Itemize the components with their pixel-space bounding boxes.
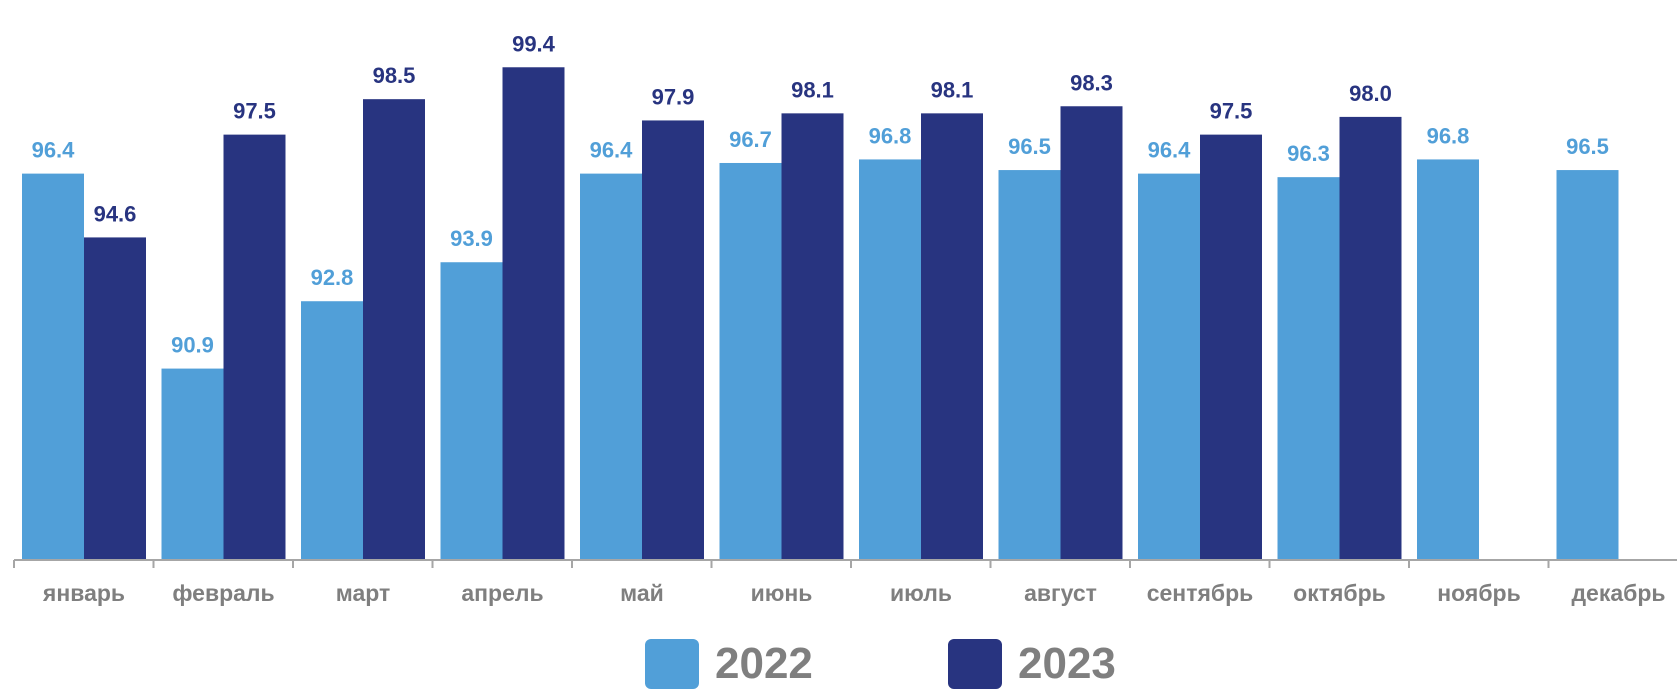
x-tick-label-октябрь: октябрь bbox=[1293, 580, 1386, 606]
data-label-2023-апрель: 99.4 bbox=[512, 31, 556, 56]
x-tick-label-май: май bbox=[620, 580, 664, 606]
x-tick-label-апрель: апрель bbox=[461, 580, 543, 606]
bar-2023-март bbox=[363, 99, 425, 560]
bar-2022-сентябрь bbox=[1138, 173, 1200, 560]
bar-2023-октябрь bbox=[1339, 116, 1402, 561]
bar-2022-апрель bbox=[440, 262, 503, 560]
data-label-2023-октябрь: 98.0 bbox=[1349, 81, 1392, 106]
bar-2022-май bbox=[580, 173, 642, 560]
data-label-2022-август: 96.5 bbox=[1008, 134, 1051, 159]
data-label-2022-май: 96.4 bbox=[590, 138, 634, 163]
x-tick-label-июнь: июнь bbox=[751, 580, 813, 606]
data-label-2022-июль: 96.8 bbox=[869, 123, 912, 148]
data-label-2023-сентябрь: 97.5 bbox=[1210, 99, 1253, 124]
x-tick-label-август: август bbox=[1024, 580, 1097, 606]
x-tick-label-ноябрь: ноябрь bbox=[1437, 580, 1520, 606]
bar-2023-апрель bbox=[502, 67, 565, 560]
legend-swatch-2023 bbox=[948, 639, 1002, 689]
bar-2022-октябрь bbox=[1277, 177, 1340, 560]
legend-item-2022: 2022 bbox=[645, 638, 813, 690]
bar-2023-май bbox=[642, 120, 704, 560]
legend-label-2022: 2022 bbox=[715, 639, 813, 688]
legend-item-2023: 2023 bbox=[948, 638, 1116, 690]
data-label-2022-сентябрь: 96.4 bbox=[1148, 138, 1192, 163]
bar-2022-декабрь bbox=[1556, 170, 1619, 560]
x-tick-label-январь: январь bbox=[42, 580, 125, 606]
bar-2023-сентябрь bbox=[1200, 134, 1262, 560]
bar-2022-июнь bbox=[719, 162, 782, 560]
data-label-2022-февраль: 90.9 bbox=[171, 333, 214, 358]
bar-2022-март bbox=[301, 301, 363, 560]
data-label-2022-октябрь: 96.3 bbox=[1287, 141, 1330, 166]
data-label-2023-август: 98.3 bbox=[1070, 70, 1113, 95]
x-tick-label-февраль: февраль bbox=[172, 580, 274, 606]
data-label-2022-январь: 96.4 bbox=[32, 138, 76, 163]
data-label-2022-ноябрь: 96.8 bbox=[1427, 123, 1470, 148]
data-label-2022-апрель: 93.9 bbox=[450, 226, 493, 251]
bar-2023-январь bbox=[84, 237, 146, 560]
bar-2023-июнь bbox=[781, 113, 844, 561]
bar-2022-январь bbox=[22, 173, 84, 560]
data-label-2023-июнь: 98.1 bbox=[791, 77, 834, 102]
bar-2023-февраль bbox=[223, 134, 286, 560]
data-label-2023-июль: 98.1 bbox=[931, 77, 974, 102]
bar-2023-август bbox=[1060, 106, 1123, 560]
data-label-2022-июнь: 96.7 bbox=[729, 127, 772, 152]
legend-swatch-2022 bbox=[645, 639, 699, 689]
data-label-2023-январь: 94.6 bbox=[94, 201, 137, 226]
bar-2022-август bbox=[998, 170, 1061, 560]
data-label-2022-декабрь: 96.5 bbox=[1566, 134, 1609, 159]
x-tick-label-декабрь: декабрь bbox=[1571, 580, 1665, 606]
bar-2022-июль bbox=[859, 159, 921, 560]
x-tick-label-июль: июль bbox=[890, 580, 952, 606]
bar-2022-ноябрь bbox=[1417, 159, 1479, 560]
x-tick-label-сентябрь: сентябрь bbox=[1147, 580, 1254, 606]
bar-2022-февраль bbox=[161, 368, 224, 560]
data-label-2023-май: 97.9 bbox=[652, 84, 695, 109]
bar-2023-июль bbox=[921, 113, 983, 561]
data-label-2022-март: 92.8 bbox=[311, 265, 354, 290]
data-label-2023-февраль: 97.5 bbox=[233, 99, 276, 124]
x-tick-label-март: март bbox=[336, 580, 391, 606]
data-label-2023-март: 98.5 bbox=[373, 63, 416, 88]
legend-label-2023: 2023 bbox=[1018, 639, 1116, 688]
